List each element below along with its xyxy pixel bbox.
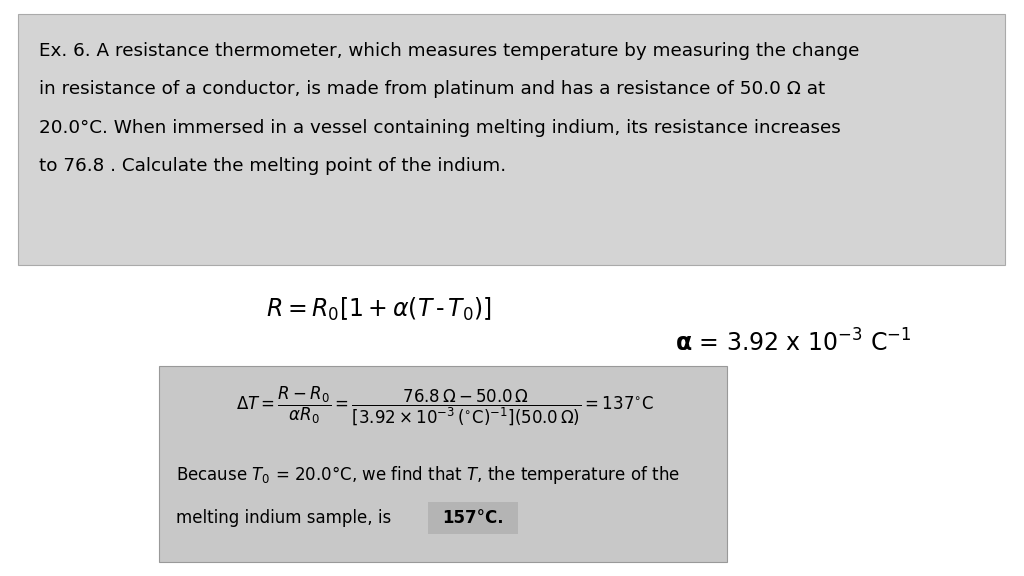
Text: $\mathbf{\alpha}$ = 3.92 x 10$^{-3}$ C$^{-1}$: $\mathbf{\alpha}$ = 3.92 x 10$^{-3}$ C$^…	[675, 329, 912, 357]
Text: to 76.8 . Calculate the melting point of the indium.: to 76.8 . Calculate the melting point of…	[39, 157, 506, 176]
Text: melting indium sample, is: melting indium sample, is	[176, 509, 391, 528]
FancyBboxPatch shape	[18, 14, 1005, 265]
Text: Ex. 6. A resistance thermometer, which measures temperature by measuring the cha: Ex. 6. A resistance thermometer, which m…	[39, 41, 859, 60]
Text: $R = R_0[1 + \alpha(T\, \text{-}\, T_0)]$: $R = R_0[1 + \alpha(T\, \text{-}\, T_0)]…	[266, 296, 492, 324]
FancyBboxPatch shape	[159, 366, 727, 562]
FancyBboxPatch shape	[428, 502, 518, 534]
Text: 157°C.: 157°C.	[442, 509, 504, 528]
Text: Because $T_0$ = 20.0°C, we find that $T$, the temperature of the: Because $T_0$ = 20.0°C, we find that $T$…	[176, 464, 680, 486]
Text: in resistance of a conductor, is made from platinum and has a resistance of 50.0: in resistance of a conductor, is made fr…	[39, 80, 825, 98]
Text: 20.0°C. When immersed in a vessel containing melting indium, its resistance incr: 20.0°C. When immersed in a vessel contai…	[39, 119, 841, 137]
Text: $\Delta T = \dfrac{R - R_0}{\alpha R_0} = \dfrac{76.8\,\Omega - 50.0\,\Omega}{[3: $\Delta T = \dfrac{R - R_0}{\alpha R_0} …	[237, 385, 654, 427]
